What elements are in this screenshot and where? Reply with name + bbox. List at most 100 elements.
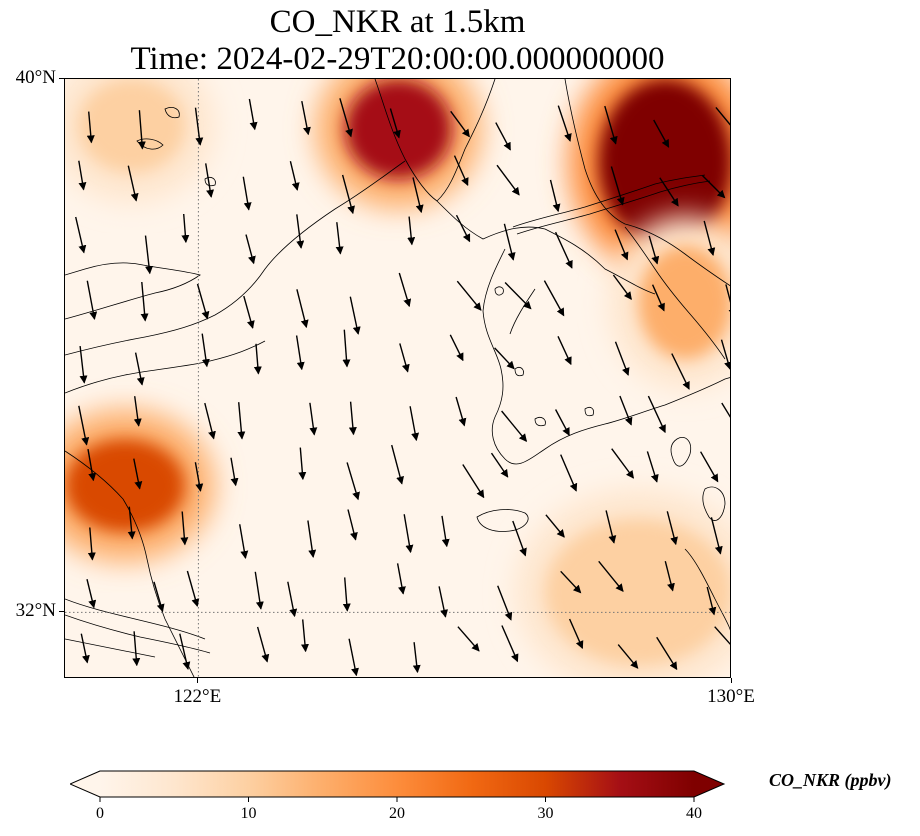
colorbar-tick-label-0: 0 bbox=[96, 805, 104, 822]
wind-arrow-57 bbox=[342, 329, 351, 368]
wind-arrow-30 bbox=[296, 214, 305, 249]
lon-tick-label-122e: 122°E bbox=[173, 686, 222, 707]
wind-arrow-73 bbox=[501, 410, 528, 442]
colorbar-tick-label-2: 20 bbox=[389, 805, 405, 822]
wind-arrow-35 bbox=[554, 231, 573, 269]
wind-arrow-40 bbox=[140, 281, 149, 322]
co-region-core-0 bbox=[598, 79, 730, 246]
wind-arrow-34 bbox=[503, 223, 516, 261]
wind-arrow-81 bbox=[230, 457, 239, 487]
wind-arrow-26 bbox=[75, 216, 87, 254]
lon-tick-mark-0 bbox=[197, 678, 199, 683]
wind-arrow-115 bbox=[664, 561, 675, 592]
wind-arrow-8 bbox=[495, 122, 511, 151]
wind-arrow-36 bbox=[614, 229, 629, 261]
wind-arrow-12 bbox=[715, 106, 730, 126]
wind-arrow-55 bbox=[253, 343, 262, 375]
wind-arrow-126 bbox=[568, 618, 584, 650]
wind-arrow-39 bbox=[86, 280, 98, 320]
wind-arrow-123 bbox=[412, 642, 421, 674]
wind-arrow-32 bbox=[407, 216, 416, 246]
wind-arrow-121 bbox=[300, 619, 309, 653]
wind-arrow-94 bbox=[239, 524, 249, 559]
lon-tick-mark-1 bbox=[731, 678, 732, 683]
lat-tick-label-32n: 32°N bbox=[15, 600, 56, 622]
wind-arrow-33 bbox=[455, 214, 471, 243]
wind-arrow-9 bbox=[557, 105, 572, 142]
wind-arrow-69 bbox=[309, 402, 318, 436]
wind-arrow-104 bbox=[86, 579, 97, 609]
wind-arrow-128 bbox=[656, 636, 678, 671]
wind-arrow-79 bbox=[133, 458, 143, 490]
wind-arrow-28 bbox=[181, 213, 190, 244]
wind-arrow-78 bbox=[87, 448, 97, 482]
wind-arrow-52 bbox=[79, 346, 88, 384]
wind-arrow-25 bbox=[702, 175, 726, 199]
wind-arrow-23 bbox=[610, 166, 625, 206]
wind-arrow-29 bbox=[245, 234, 256, 265]
wind-arrow-6 bbox=[389, 108, 401, 139]
wind-arrow-74 bbox=[554, 409, 570, 436]
wind-arrow-46 bbox=[456, 280, 482, 311]
wind-arrow-44 bbox=[349, 296, 361, 335]
wind-arrow-67 bbox=[204, 402, 216, 440]
wind-arrow-116 bbox=[706, 586, 717, 616]
lon-tick-label-130e: 130°E bbox=[707, 686, 755, 707]
wind-arrow-62 bbox=[614, 341, 630, 376]
wind-arrow-4 bbox=[301, 100, 311, 136]
wind-arrow-54 bbox=[201, 333, 210, 368]
wind-arrow-105 bbox=[153, 581, 165, 613]
wind-arrow-98 bbox=[441, 515, 450, 548]
wind-arrow-97 bbox=[403, 514, 414, 554]
wind-arrow-71 bbox=[409, 406, 420, 442]
wind-arrow-111 bbox=[438, 586, 448, 618]
wind-arrow-95 bbox=[307, 520, 317, 558]
wind-arrow-50 bbox=[651, 284, 665, 312]
wind-arrow-51 bbox=[725, 284, 730, 317]
wind-arrow-108 bbox=[287, 581, 298, 618]
wind-arrow-102 bbox=[666, 511, 678, 546]
colorbar-title: CO_NKR (ppbv) bbox=[769, 770, 892, 790]
map-plot-area bbox=[64, 78, 731, 678]
wind-arrow-66 bbox=[133, 396, 142, 427]
wind-arrow-65 bbox=[78, 405, 90, 446]
wind-arrow-58 bbox=[399, 343, 410, 373]
wind-arrow-119 bbox=[179, 633, 191, 670]
wind-arrow-84 bbox=[391, 444, 404, 485]
wind-arrow-37 bbox=[648, 235, 660, 265]
colorbar-max-extension bbox=[694, 771, 724, 797]
wind-arrow-61 bbox=[557, 336, 572, 366]
co-region-core-3 bbox=[78, 79, 186, 173]
map-time-subtitle: Time: 2024-02-29T20:00:00.000000000 bbox=[130, 41, 665, 77]
wind-arrow-125 bbox=[501, 625, 519, 663]
wind-arrow-80 bbox=[194, 462, 204, 492]
colorbar-tick-label-4: 40 bbox=[686, 805, 702, 822]
wind-arrow-83 bbox=[346, 462, 360, 501]
wind-arrow-31 bbox=[335, 222, 344, 255]
wind-arrow-63 bbox=[671, 353, 690, 390]
wind-arrow-38 bbox=[703, 220, 716, 256]
wind-arrow-15 bbox=[205, 163, 215, 198]
colorbar-tick-label-3: 30 bbox=[537, 805, 554, 822]
wind-arrow-103 bbox=[710, 517, 723, 555]
colorbar-gradient bbox=[100, 771, 694, 797]
wind-arrow-45 bbox=[398, 272, 412, 308]
wind-arrow-92 bbox=[127, 506, 136, 540]
lat-tick-label-40n: 40°N bbox=[15, 67, 56, 88]
colorbar-ticks bbox=[99, 797, 695, 802]
wind-arrow-129 bbox=[714, 626, 730, 645]
co-region-core-2 bbox=[65, 439, 186, 533]
wind-arrow-10 bbox=[604, 105, 618, 145]
lat-tick-mark-1 bbox=[59, 611, 64, 613]
wind-arrow-27 bbox=[144, 235, 153, 275]
wind-arrow-5 bbox=[339, 98, 353, 138]
wind-arrow-93 bbox=[180, 511, 189, 546]
wind-arrow-17 bbox=[289, 161, 300, 191]
wind-arrow-113 bbox=[560, 570, 582, 594]
wind-arrow-64 bbox=[720, 339, 730, 370]
wind-arrow-124 bbox=[457, 626, 480, 652]
wind-arrow-7 bbox=[450, 110, 470, 138]
wind-arrow-19 bbox=[412, 177, 424, 214]
wind-arrow-120 bbox=[256, 626, 270, 663]
wind-arrow-100 bbox=[545, 514, 565, 538]
